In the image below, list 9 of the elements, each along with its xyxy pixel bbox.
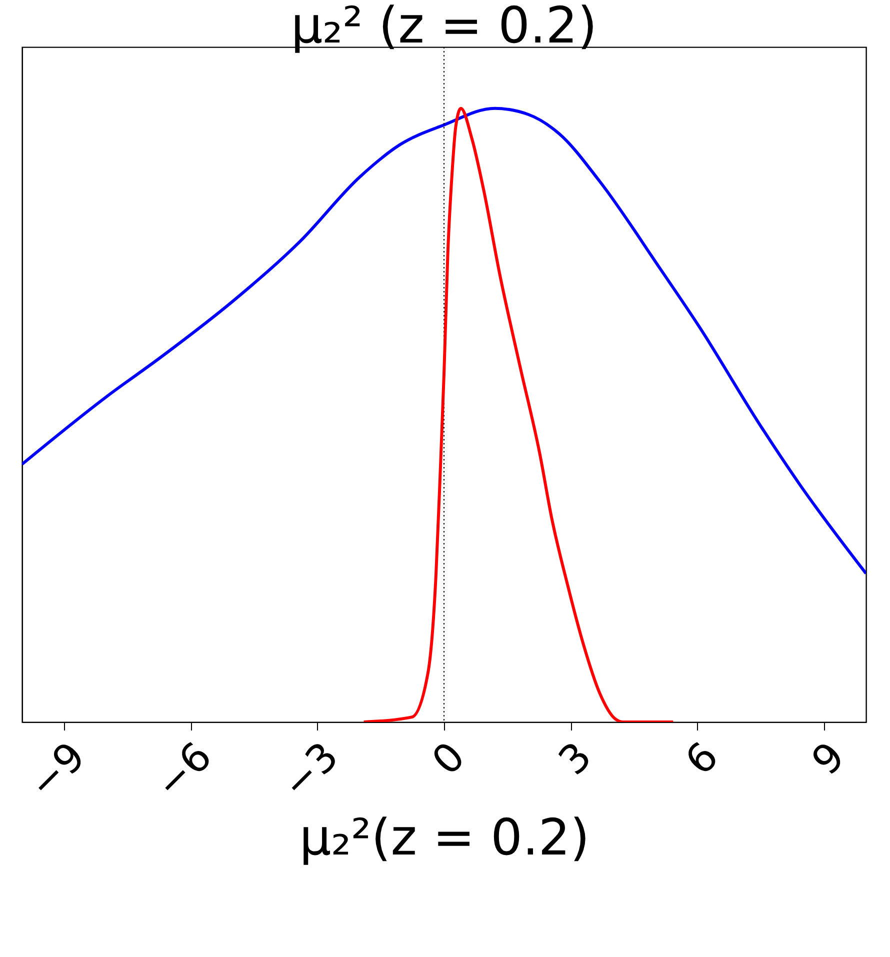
x-tick-label: 3 (550, 734, 601, 784)
x-tick-label: 0 (424, 734, 474, 784)
x-tick-label: 9 (803, 734, 854, 784)
x-tick-label: −3 (273, 734, 348, 808)
chart-title: μ₂² (z = 0.2) (290, 0, 598, 54)
x-tick-label: −6 (146, 734, 221, 808)
x-tick-label: −9 (20, 734, 94, 808)
x-axis-title: μ₂²(z = 0.2) (299, 808, 590, 866)
x-tick-label: 6 (676, 734, 728, 784)
